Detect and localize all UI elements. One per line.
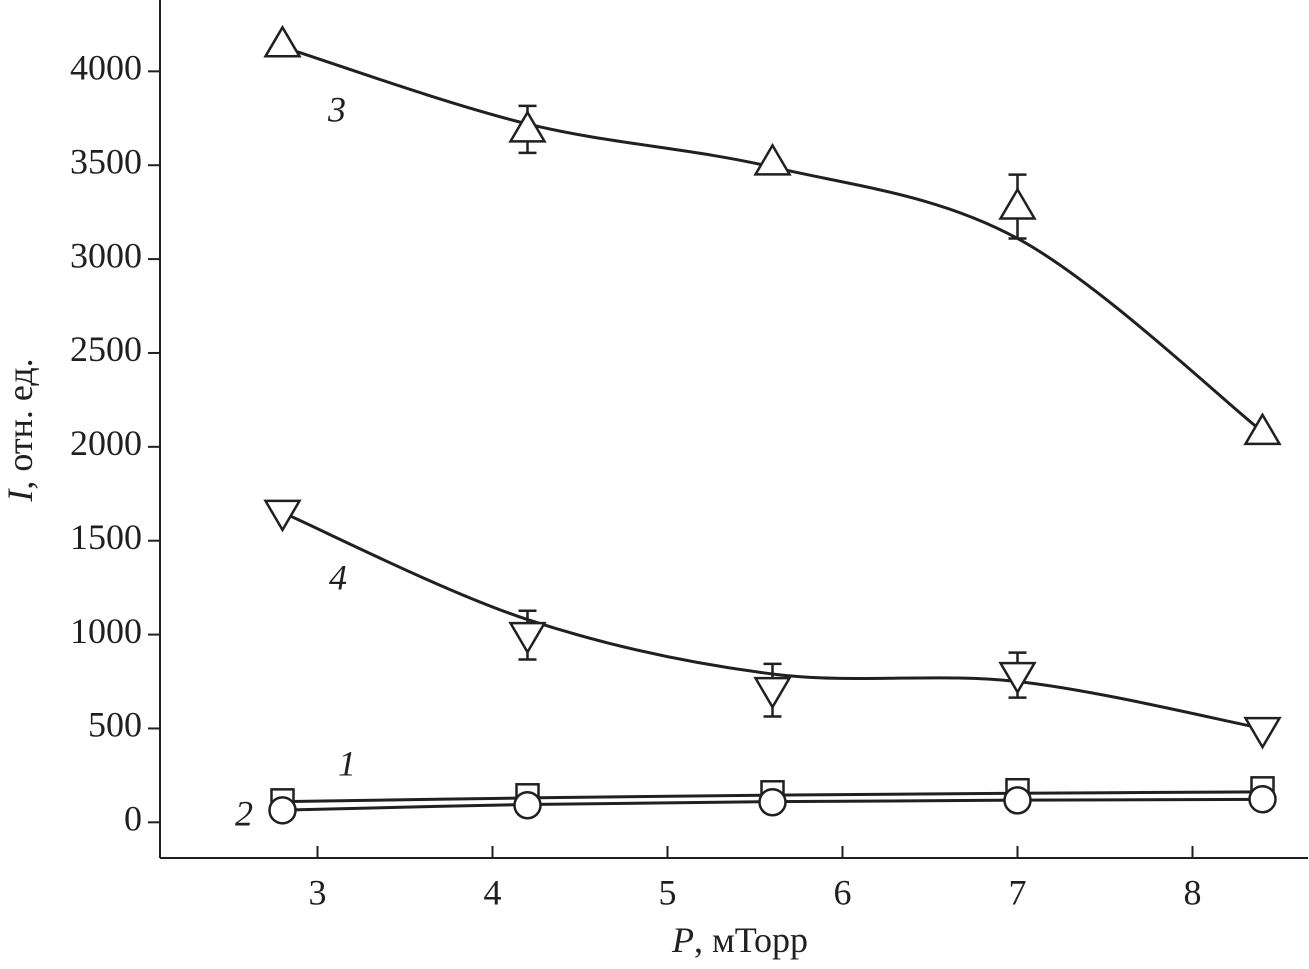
- marker: [758, 787, 787, 817]
- y-tick-label: 4000: [70, 48, 142, 88]
- marker: [263, 24, 302, 58]
- y-tick-label: 2000: [70, 423, 142, 463]
- marker: [268, 796, 297, 825]
- marker: [998, 661, 1037, 695]
- x-tick-label: 5: [659, 872, 677, 912]
- x-tick-label: 4: [484, 872, 502, 912]
- marker: [508, 621, 547, 655]
- y-axis-label: I, отн. ед.: [0, 358, 40, 502]
- marker: [998, 187, 1037, 220]
- x-label-var: P: [671, 920, 694, 960]
- x-tick-label: 7: [1009, 872, 1027, 912]
- series-label: 4: [329, 557, 347, 597]
- y-label-unit: , отн. ед.: [0, 358, 40, 489]
- y-label-var: I: [0, 488, 40, 503]
- fit-line: [282, 45, 1264, 433]
- x-tick-label: 8: [1184, 872, 1202, 912]
- y-tick-label: 1000: [70, 611, 142, 651]
- y-tick-label: 500: [88, 705, 142, 745]
- x-tick-label: 6: [834, 872, 852, 912]
- marker: [513, 790, 542, 820]
- marker: [753, 676, 792, 710]
- marker: [753, 142, 792, 176]
- y-tick-label: 2500: [70, 329, 142, 369]
- x-tick-label: 3: [309, 872, 327, 912]
- marker: [1243, 716, 1282, 750]
- marker: [1243, 412, 1282, 446]
- y-tick-label: 3500: [70, 141, 142, 181]
- y-tick-label: 0: [124, 799, 142, 839]
- marker: [1003, 786, 1032, 815]
- y-tick-label: 3000: [70, 235, 142, 275]
- series-label: 1: [338, 743, 356, 783]
- marker: [1248, 784, 1277, 814]
- x-axis-label: P, мТорр: [671, 920, 808, 960]
- y-tick-label: 1500: [70, 517, 142, 557]
- x-label-unit: , мТорр: [694, 920, 808, 960]
- marker: [263, 499, 302, 533]
- series-label: 2: [235, 793, 253, 833]
- marker: [508, 109, 547, 143]
- series-label: 3: [327, 89, 346, 129]
